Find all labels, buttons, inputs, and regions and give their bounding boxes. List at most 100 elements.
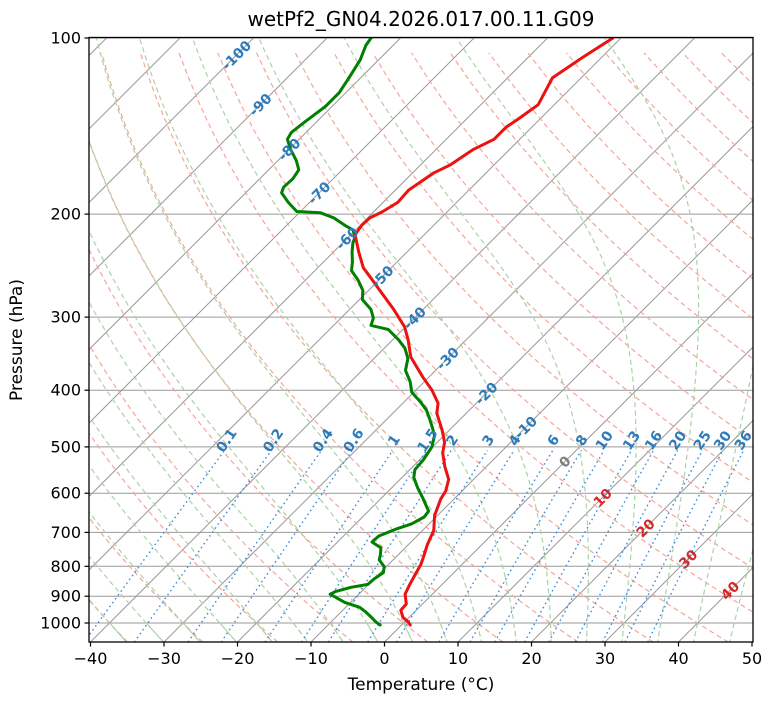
x-tick-label: 40 (668, 649, 688, 668)
isotherm-line (384, 272, 753, 642)
y-tick-label: 600 (50, 484, 81, 503)
isotherm-line (89, 37, 255, 204)
dewpoint-curve (280, 37, 436, 627)
moist-adiabat (89, 229, 379, 642)
isotherm-line (89, 37, 622, 571)
isotherm-label: -100 (219, 38, 255, 74)
mixing-ratio-line (438, 449, 554, 642)
mixing-ratio-line (574, 449, 679, 642)
mixing-ratio-label: 0.4 (310, 426, 337, 456)
y-tick-label: 300 (50, 308, 81, 327)
mixing-ratio-line (301, 449, 428, 642)
moist-adiabat (89, 464, 237, 642)
dry-adiabat (333, 52, 753, 484)
y-tick-label: 1000 (40, 614, 81, 633)
moist-adiabat (455, 37, 637, 642)
sounding-profiles (280, 37, 615, 627)
mixing-ratio-line (327, 449, 452, 642)
mixing-ratio-label: 30 (711, 428, 735, 453)
dry-adiabat (255, 52, 753, 569)
isotherm-label: 20 (634, 516, 659, 541)
isotherm-line (604, 493, 753, 642)
mixing-ratio-label: 1.5 (415, 426, 442, 456)
dry-adiabat (410, 52, 753, 401)
y-tick-label: 200 (50, 205, 81, 224)
moist-adiabat (692, 362, 753, 642)
mixing-ratio-line (601, 449, 704, 642)
dry-adiabat (372, 52, 753, 442)
y-tick-label: 400 (50, 381, 81, 400)
mixing-ratio-line (524, 449, 633, 642)
isotherm-label: -90 (246, 91, 275, 120)
moist-adiabat (95, 37, 448, 642)
isotherm-label: -70 (305, 179, 334, 208)
dry-adiabat (89, 247, 429, 642)
isotherm-line (89, 37, 328, 277)
mixing-ratio-line (187, 449, 323, 642)
isotherm-line (163, 52, 753, 642)
isotherm-label: -30 (434, 344, 463, 373)
x-tick-label: −40 (74, 649, 108, 668)
axes: −40 −30 −20 −10 0 10 20 30 40 5010020030040050060… (7, 7, 762, 695)
x-tick-label: −30 (147, 649, 181, 668)
moist-adiabat (89, 598, 127, 642)
y-tick-label: 700 (50, 523, 81, 542)
isotherm-line (89, 37, 402, 351)
mixing-ratio-label: 16 (642, 428, 666, 453)
isotherm-label: 30 (676, 547, 701, 572)
chart-title: wetPf2_GN04.2026.017.00.11.G09 (248, 7, 595, 31)
mixing-ratio-label: 20 (666, 428, 690, 453)
isotherm-label: 0 (556, 453, 574, 471)
dry-adiabat-lines (89, 52, 775, 642)
moist-adiabat (138, 37, 483, 642)
y-tick-label: 900 (50, 587, 81, 606)
isotherm-line (310, 199, 753, 642)
dry-adiabat (760, 53, 775, 642)
dry-adiabat (643, 52, 753, 163)
moist-adiabat (89, 138, 414, 642)
mixing-ratio-line (548, 449, 655, 642)
dry-adiabat (101, 52, 579, 642)
dry-adiabat (89, 343, 354, 642)
x-axis-label: Temperature (°C) (347, 675, 495, 695)
dry-adiabat (217, 52, 753, 613)
mixing-ratio-line (264, 449, 394, 642)
x-tick-label: 0 (379, 649, 389, 668)
mixing-ratio-line (395, 449, 515, 642)
isotherm-line (237, 125, 753, 642)
y-tick-label: 800 (50, 557, 81, 576)
isotherm-line (90, 37, 696, 642)
pressure-gridlines (89, 37, 753, 624)
dry-adiabat (294, 52, 753, 526)
isotherm-line (89, 37, 475, 424)
temperature-curve (353, 37, 615, 627)
isotherm-line (457, 346, 753, 642)
mixing-ratio-label: 13 (620, 428, 644, 453)
mixing-ratio-lines (89, 449, 745, 642)
isotherm-line (89, 37, 549, 498)
x-tick-label: −20 (221, 649, 255, 668)
dry-adiabat (449, 52, 753, 360)
dry-adiabat (89, 139, 504, 642)
moist-adiabat (89, 415, 273, 642)
y-tick-label: 100 (50, 29, 81, 48)
mixing-ratio-label: 25 (691, 428, 715, 453)
x-tick-label: 10 (448, 649, 468, 668)
dry-adiabat (565, 52, 753, 241)
isotherm-lines (89, 37, 753, 642)
mixing-ratio-line (367, 449, 489, 642)
mixing-ratio-line (89, 449, 226, 637)
mixing-ratio-label: 0.1 (213, 426, 240, 456)
y-axis-label: Pressure (hPa) (7, 279, 27, 401)
mixing-ratio-line (220, 449, 353, 642)
isotherm-line (751, 640, 753, 642)
moist-adiabat (258, 37, 552, 642)
moist-adiabat (89, 361, 309, 642)
x-tick-label: 20 (521, 649, 541, 668)
mixing-ratio-line (647, 449, 745, 642)
mixing-ratio-line (624, 449, 724, 642)
plot-frame (88, 36, 754, 643)
dry-adiabat (89, 516, 204, 642)
x-tick-label: −10 (294, 649, 328, 668)
